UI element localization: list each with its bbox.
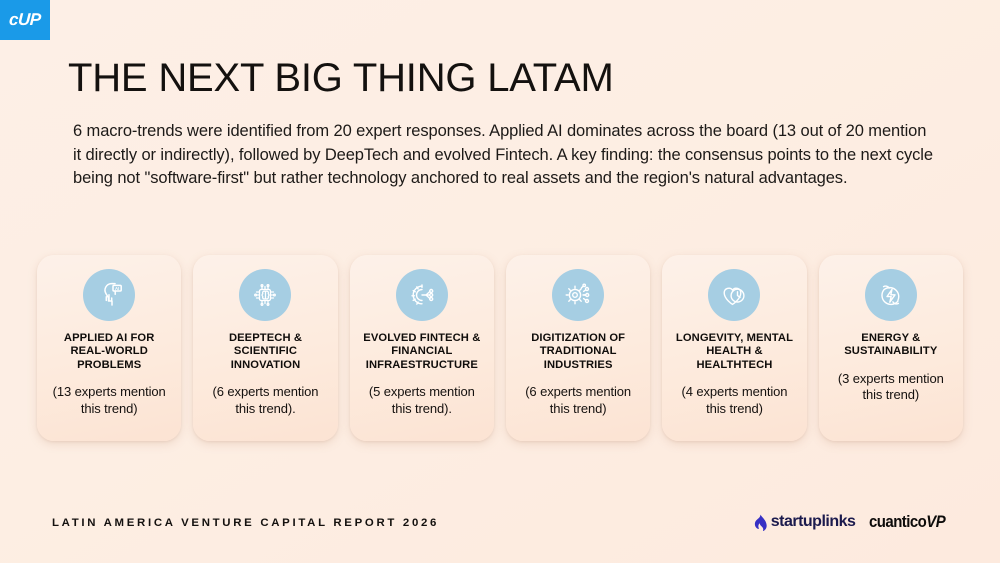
heart-clock-icon (708, 269, 761, 321)
cuantico-vp-suffix: VP (926, 512, 946, 531)
trend-card[interactable]: AI APPLIED AI FOR REAL-WORLD PROBLEMS (1… (37, 255, 182, 441)
svg-text:AI: AI (115, 286, 119, 291)
startuplinks-wordmark: startuplinks (770, 513, 856, 530)
trend-card-title: ENERGY & SUSTAINABILITY (844, 332, 938, 358)
trend-card-count: (13 experts mention this trend) (52, 384, 166, 416)
footer-report-label: LATIN AMERICA VENTURE CAPITAL REPORT 202… (52, 517, 440, 529)
gears-digital-icon (552, 269, 605, 321)
trend-card[interactable]: LONGEVITY, MENTAL HEALTH & HEALTHTECH (4… (662, 255, 807, 441)
gear-network-icon (395, 269, 448, 321)
footer-logo-group: startuplinks cuanticoVP (753, 512, 956, 532)
trend-card-title: APPLIED AI FOR REAL-WORLD PROBLEMS (63, 332, 155, 371)
trend-card-count: (6 experts mention this trend). (212, 384, 319, 416)
trend-card-row: AI APPLIED AI FOR REAL-WORLD PROBLEMS (1… (37, 255, 963, 441)
intro-paragraph: 6 macro-trends were identified from 20 e… (73, 122, 933, 187)
chip-brain-icon (239, 269, 292, 321)
brand-mark-label: cUP (8, 10, 42, 29)
trend-card-title: LONGEVITY, MENTAL HEALTH & HEALTHTECH (675, 332, 794, 371)
trend-card-title: EVOLVED FINTECH & FINANCIAL INFRAESTRUCT… (363, 332, 481, 371)
cuantico-wordmark: cuantico (869, 512, 927, 531)
page-title: THE NEXT BIG THING LATAM (68, 56, 614, 100)
trend-card[interactable]: DIGITIZATION OF TRADITIONAL INDUSTRIES (… (505, 255, 651, 441)
trend-card[interactable]: ENERGY & SUSTAINABILITY (3 experts menti… (818, 255, 963, 441)
brand-mark: cUP (0, 0, 50, 40)
trend-card-count: (5 experts mention this trend). (368, 384, 475, 416)
trend-card-count: (6 experts mention this trend) (525, 384, 632, 416)
trend-card-count: (4 experts mention this trend) (681, 384, 788, 416)
trend-card-title: DEEPTECH & SCIENTIFIC INNOVATION (228, 332, 303, 371)
flame-icon (754, 514, 767, 531)
energy-bolt-icon (864, 269, 917, 321)
trend-card[interactable]: EVOLVED FINTECH & FINANCIAL INFRAESTRUCT… (349, 255, 494, 441)
ai-head-icon: AI (83, 269, 136, 321)
trend-card-count: (3 experts mention this trend) (837, 370, 944, 403)
cuantico-logo: cuanticoVP (869, 512, 946, 532)
trend-card[interactable]: DEEPTECH & SCIENTIFIC INNOVATION (6 expe… (193, 255, 338, 441)
startuplinks-logo: startuplinks (753, 513, 856, 531)
trend-card-title: DIGITIZATION OF TRADITIONAL INDUSTRIES (531, 332, 626, 371)
